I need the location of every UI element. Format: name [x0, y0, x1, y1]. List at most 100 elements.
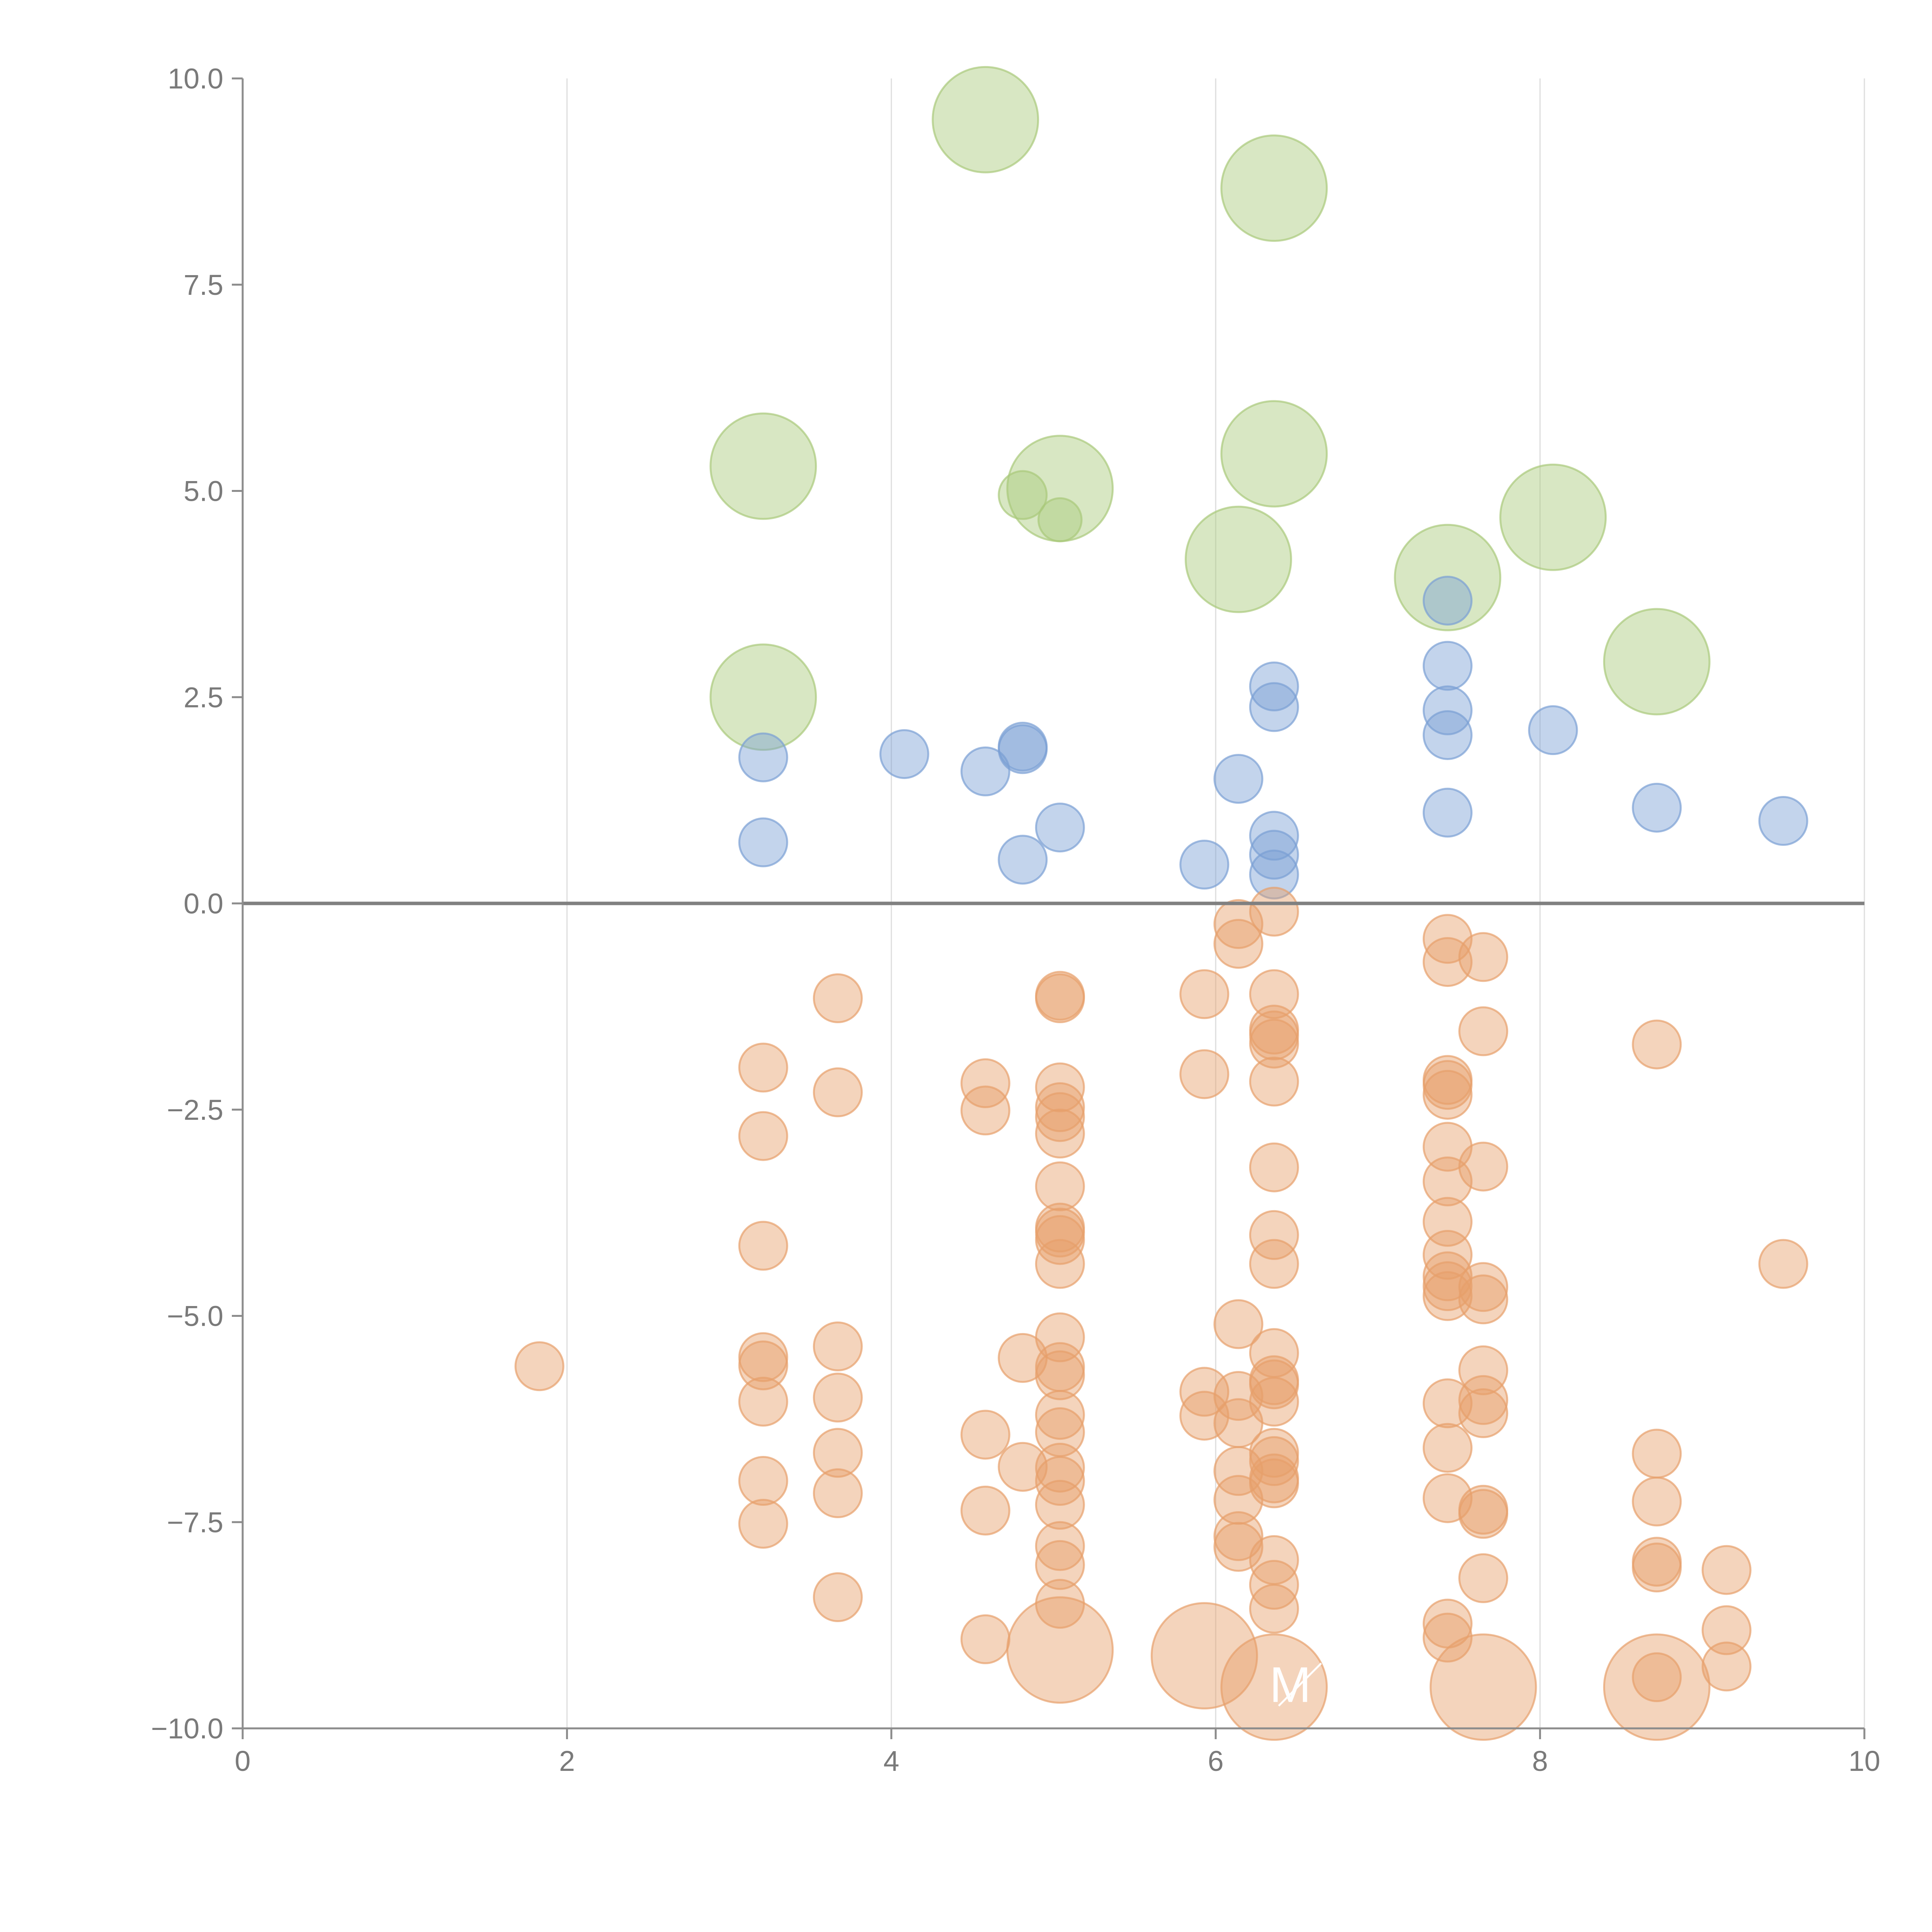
orange-point	[1179, 1391, 1230, 1441]
orange-point	[738, 1377, 788, 1427]
blue-point	[1422, 575, 1473, 626]
orange-point	[1458, 1489, 1509, 1539]
orange-point	[1035, 1161, 1085, 1211]
orange-point	[960, 1485, 1010, 1536]
orange-point	[1179, 969, 1230, 1019]
orange-point	[1701, 1605, 1752, 1655]
orange-point	[960, 1085, 1010, 1136]
green-point	[1185, 505, 1292, 613]
y-tick-label: −7.5	[167, 1506, 223, 1538]
y-tick-label: −10.0	[151, 1713, 223, 1745]
orange-point	[813, 973, 863, 1024]
orange-point	[1603, 1633, 1711, 1741]
orange-point	[1213, 919, 1264, 969]
orange-point	[1220, 1633, 1328, 1741]
orange-point	[1422, 1612, 1473, 1663]
orange-point	[813, 1572, 863, 1622]
y-tick-label: 0.0	[184, 888, 223, 920]
orange-point	[1422, 1423, 1473, 1473]
annotation-label: M	[1269, 1656, 1311, 1713]
y-tick-label: −5.0	[167, 1300, 223, 1332]
orange-point	[1249, 1239, 1299, 1289]
orange-point	[1458, 1274, 1509, 1325]
orange-point	[813, 1321, 863, 1371]
blue-point	[1249, 811, 1299, 861]
orange-point	[738, 1499, 788, 1549]
orange-point	[1422, 1230, 1473, 1280]
orange-point	[1150, 1602, 1258, 1710]
orange-point	[1179, 1049, 1230, 1099]
orange-point	[960, 1410, 1010, 1460]
orange-point	[738, 1043, 788, 1093]
orange-point	[1249, 1583, 1299, 1634]
orange-point	[1213, 899, 1264, 949]
green-point	[1220, 400, 1328, 508]
y-tick-label: −2.5	[167, 1094, 223, 1126]
annotation-leader-line	[1278, 1662, 1322, 1707]
orange-point	[1249, 1056, 1299, 1107]
orange-point	[1035, 1208, 1085, 1258]
orange-point	[813, 1067, 863, 1117]
green-point	[1220, 134, 1328, 242]
orange-point	[1632, 1429, 1682, 1479]
axes: 0 2 4 6 8 10 10.0 7.5 5.0 2.5 0.0 −2.5 −5.0 −7.5 −10.0	[151, 63, 1880, 1777]
orange-point	[1632, 1476, 1682, 1527]
orange-point	[1458, 1553, 1509, 1603]
x-tick-label: 8	[1532, 1745, 1548, 1777]
orange-point	[1458, 1388, 1509, 1438]
orange-point	[1758, 1239, 1808, 1289]
blue-point	[1528, 705, 1578, 755]
x-tick-label: 6	[1208, 1745, 1224, 1777]
orange-point	[1035, 1540, 1085, 1590]
orange-point	[813, 1372, 863, 1423]
orange-point	[1422, 1271, 1473, 1321]
y-tick-label: 10.0	[168, 63, 223, 95]
blue-point	[998, 835, 1048, 885]
blue-point	[1249, 830, 1299, 880]
blue-point	[1422, 787, 1473, 838]
orange-point	[1035, 1480, 1085, 1530]
orange-point	[1035, 1062, 1085, 1112]
orange-point	[1422, 1156, 1473, 1206]
orange-point	[1422, 1070, 1473, 1120]
orange-point	[1035, 1521, 1085, 1571]
orange-point	[813, 1468, 863, 1519]
blue-point	[1035, 803, 1085, 853]
blue-point	[879, 729, 929, 779]
orange-point	[1006, 1596, 1114, 1704]
orange-point	[1035, 1082, 1085, 1132]
blue-point	[960, 746, 1010, 796]
y-tick-label: 5.0	[184, 475, 223, 507]
orange-point	[738, 1340, 788, 1391]
orange-point	[1035, 1239, 1085, 1289]
blue-point	[1179, 840, 1230, 890]
blue-point	[1249, 661, 1299, 711]
y-tick-label: 7.5	[184, 269, 223, 301]
blue-point	[738, 817, 788, 867]
orange-point	[998, 1442, 1048, 1492]
green-point	[1037, 497, 1083, 543]
x-tick-label: 0	[235, 1745, 250, 1777]
orange-point	[1701, 1545, 1752, 1595]
orange-point	[738, 1456, 788, 1506]
x-tick-label: 4	[883, 1745, 899, 1777]
green-point	[709, 412, 817, 520]
orange-point	[1213, 1511, 1264, 1561]
orange-point	[1035, 1109, 1085, 1159]
blue-point	[1249, 682, 1299, 732]
orange-point	[960, 1614, 1010, 1664]
blue-point	[1422, 710, 1473, 760]
x-tick-label: 10	[1849, 1745, 1880, 1777]
green-point	[932, 66, 1039, 173]
y-tick-label: 2.5	[184, 681, 223, 713]
green-point	[1499, 463, 1607, 571]
orange-point	[514, 1341, 565, 1391]
orange-point	[1249, 1210, 1299, 1260]
orange-point	[998, 1333, 1048, 1383]
blue-point	[738, 732, 788, 782]
orange-point	[960, 1058, 1010, 1108]
orange-point	[1458, 1375, 1509, 1425]
green-point	[709, 643, 817, 751]
orange-point	[1249, 969, 1299, 1019]
